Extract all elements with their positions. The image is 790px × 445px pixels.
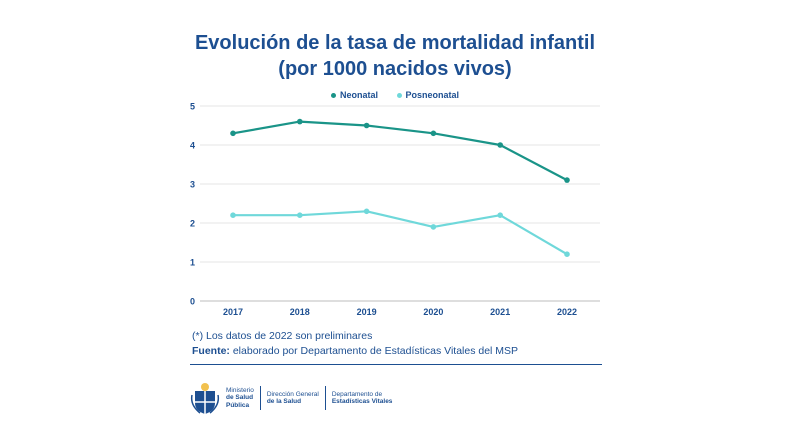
data-point-posneonatal: [230, 212, 236, 218]
y-tick-label: 4: [190, 141, 195, 151]
y-tick-label: 3: [190, 180, 195, 190]
data-point-posneonatal: [297, 212, 303, 218]
legend-label-posneonatal: Posneonatal: [405, 90, 460, 100]
ministry-line2: de Salud: [226, 394, 254, 402]
x-tick-label: 2018: [290, 307, 310, 317]
data-point-neonatal: [297, 118, 303, 125]
footer-separator: [259, 386, 261, 410]
ministry-line3: Pública: [226, 401, 250, 409]
x-tick-label: 2020: [423, 307, 443, 317]
x-tick-label: 2022: [557, 307, 577, 317]
legend-dot-neonatal: [330, 93, 336, 99]
y-tick-label: 0: [190, 297, 195, 307]
data-point-neonatal: [564, 177, 570, 183]
direction-line1: Dirección General: [266, 390, 319, 398]
source-text: elaborado por Departamento de Estadístic…: [232, 345, 519, 357]
legend-item-posneonatal: Posneonatal: [396, 90, 460, 100]
direction-name: Dirección General de la Salud: [261, 391, 325, 406]
legend: Neonatal Posneonatal: [0, 90, 790, 100]
chart-title-line1: Evolución de la tasa de mortalidad infan…: [194, 32, 596, 54]
legend-item-neonatal: Neonatal: [330, 90, 378, 100]
direction-line2: de la Salud: [266, 398, 302, 405]
footer-separator: [324, 386, 326, 410]
data-point-posneonatal: [497, 212, 504, 218]
data-point-neonatal: [363, 122, 370, 129]
data-point-neonatal: [497, 142, 504, 148]
data-point-neonatal: [430, 130, 437, 137]
data-point-posneonatal: [363, 208, 370, 215]
ministry-name: Ministerio de Salud Pública: [220, 387, 260, 410]
preliminary-note: (*) Los datos de 2022 son preliminares: [192, 330, 373, 342]
x-tick-label: 2019: [357, 307, 377, 317]
chart-notes: (*) Los datos de 2022 son preliminares F…: [192, 329, 518, 359]
chart-title: Evolución de la tasa de mortalidad infan…: [0, 30, 790, 82]
x-tick-label: 2021: [490, 307, 510, 317]
data-point-posneonatal: [564, 251, 570, 257]
series-line-posneonatal: [233, 210, 568, 256]
uruguay-coat-of-arms-icon: [190, 383, 220, 414]
department-line2: Estadísticas Vitales: [331, 398, 393, 405]
source-note: Fuente: elaborado por Departamento de Es…: [192, 344, 518, 359]
y-tick-label: 2: [190, 219, 195, 229]
department-name: Departamento de Estadísticas Vitales: [326, 391, 399, 406]
ministry-line1: Ministerio: [226, 386, 254, 394]
department-line1: Departamento de: [331, 390, 383, 398]
y-tick-label: 1: [190, 258, 195, 268]
data-point-posneonatal: [430, 224, 437, 230]
footer-logos: Ministerio de Salud Pública Dirección Ge…: [190, 380, 398, 416]
series-line-neonatal: [232, 120, 568, 182]
divider: [190, 364, 602, 365]
legend-dot-posneonatal: [396, 93, 402, 99]
source-label: Fuente:: [192, 345, 230, 357]
y-tick-label: 5: [190, 102, 195, 112]
data-point-neonatal: [230, 130, 236, 137]
x-tick-label: 2017: [223, 307, 243, 317]
legend-label-neonatal: Neonatal: [339, 90, 378, 100]
chart-title-line2: (por 1000 nacidos vivos): [278, 58, 512, 80]
